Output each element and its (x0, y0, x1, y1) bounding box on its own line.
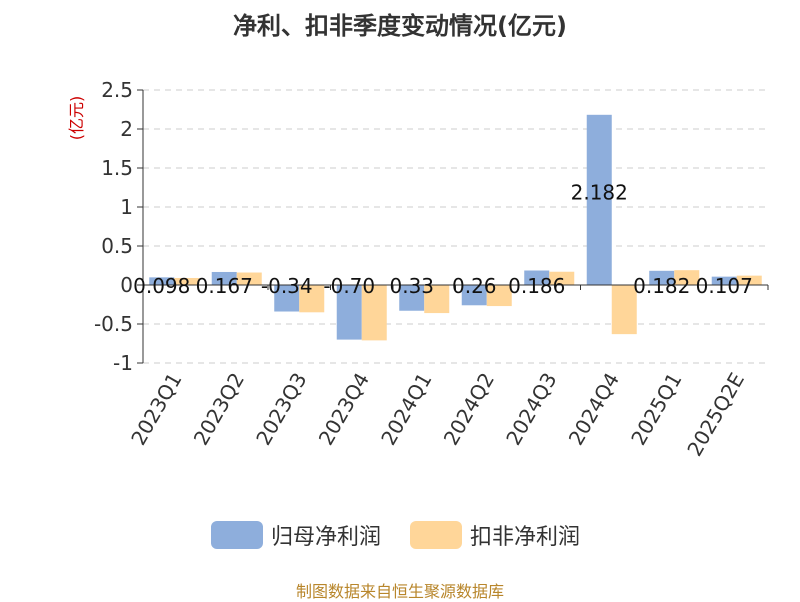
legend-item-net-profit[interactable]: 归母净利润 (211, 519, 381, 551)
data-label: 2.182 (571, 180, 628, 204)
bar-deducted-profit (736, 275, 762, 285)
bar-deducted-profit (611, 285, 637, 335)
legend-swatch-net-profit (211, 521, 263, 549)
bar-net-profit (336, 285, 362, 340)
bar-deducted-profit (674, 270, 700, 285)
data-label: 0.33 (389, 274, 434, 298)
bar-net-profit (524, 270, 550, 285)
bar-deducted-profit (174, 277, 200, 285)
data-label: 0.26 (452, 274, 497, 298)
x-tick-label: 2025Q2E (682, 369, 749, 461)
bar-net-profit (211, 271, 237, 285)
y-tick-label: 0 (120, 273, 133, 297)
bar-net-profit (586, 114, 612, 285)
source-note: 制图数据来自恒生聚源数据库 (295, 582, 504, 601)
data-label: 0.167 (196, 274, 253, 298)
legend-item-deducted-profit[interactable]: 扣非净利润 (410, 519, 580, 551)
bar-deducted-profit (361, 285, 387, 341)
x-tick-label: 2024Q4 (564, 369, 624, 450)
bar-deducted-profit (299, 285, 325, 313)
y-tick-label: 1 (120, 195, 133, 219)
y-tick-label: 2.5 (101, 78, 133, 102)
data-label: 0.182 (633, 274, 690, 298)
data-label: 0.186 (508, 274, 565, 298)
bar-deducted-profit (236, 272, 262, 285)
legend-label-deducted-profit: 扣非净利润 (470, 525, 581, 550)
bar-net-profit (274, 285, 300, 312)
data-label: -0.70 (323, 274, 375, 298)
bar-deducted-profit (549, 271, 575, 285)
y-tick-label: 0.5 (101, 234, 133, 258)
y-axis-label: (亿元) (67, 96, 86, 141)
y-tick-label: -1 (113, 351, 133, 375)
y-tick-label: 2 (120, 117, 133, 141)
legend-swatch-deducted-profit (410, 521, 462, 549)
x-tick-label: 2024Q1 (376, 369, 436, 450)
y-tick-label: -0.5 (94, 312, 133, 336)
bar-deducted-profit (424, 285, 450, 314)
data-label: 0.098 (133, 274, 190, 298)
bar-net-profit (149, 277, 175, 285)
bar-net-profit (649, 270, 675, 285)
x-tick-label: 2024Q3 (501, 369, 561, 450)
x-tick-label: 2023Q1 (126, 369, 186, 450)
bar-net-profit (711, 276, 737, 285)
legend-label-net-profit: 归母净利润 (271, 525, 382, 550)
bar-net-profit (399, 285, 425, 311)
y-tick-label: 1.5 (101, 156, 133, 180)
x-tick-label: 2024Q2 (439, 369, 499, 450)
bar-deducted-profit (486, 285, 512, 307)
x-tick-label: 2025Q1 (626, 369, 686, 450)
data-label: 0.107 (696, 274, 753, 298)
x-tick-label: 2023Q3 (251, 369, 311, 450)
x-tick-label: 2023Q2 (189, 369, 249, 450)
bar-net-profit (461, 285, 487, 306)
chart-title: 净利、扣非季度变动情况(亿元) (233, 12, 567, 40)
data-label: -0.34 (261, 274, 313, 298)
x-tick-label: 2023Q4 (314, 369, 374, 450)
